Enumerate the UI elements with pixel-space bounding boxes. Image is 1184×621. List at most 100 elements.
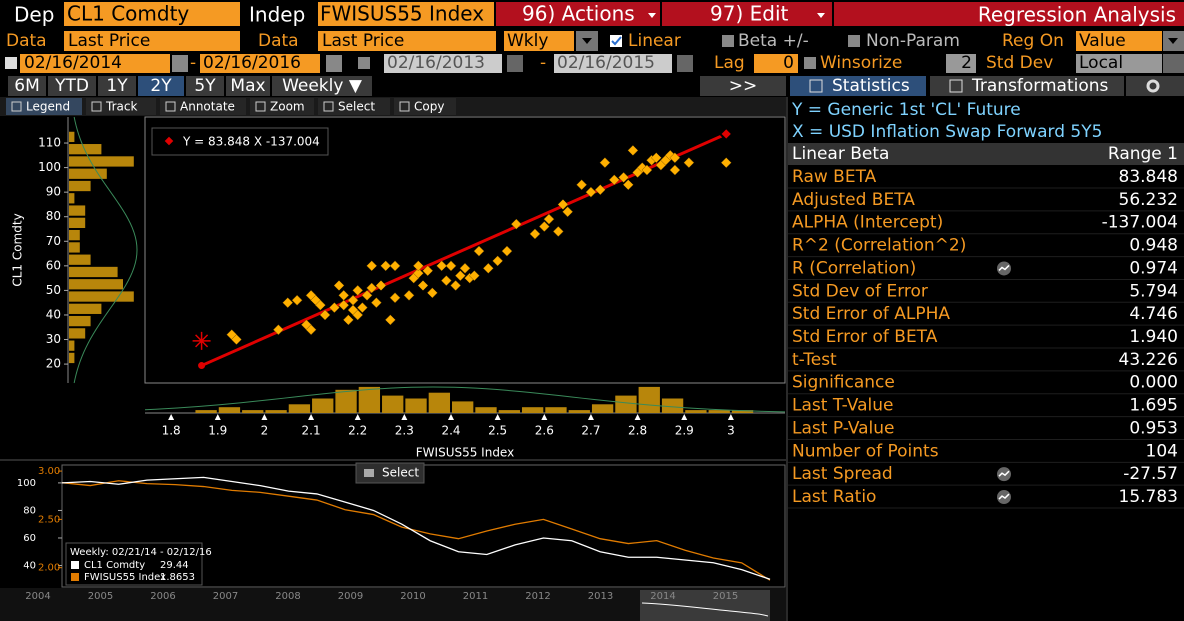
checkbox[interactable]: [5, 57, 17, 69]
field[interactable]: [64, 31, 240, 51]
x-tick: [308, 414, 315, 420]
reg-on[interactable]: Value: [1079, 31, 1126, 51]
y-tick-label: 30: [46, 332, 61, 346]
y-hist-bar: [69, 193, 75, 204]
tool-icon: [11, 101, 22, 112]
indep-field-value[interactable]: Last Price: [322, 31, 404, 51]
period-button[interactable]: [186, 76, 224, 96]
tool-icon: [255, 101, 266, 112]
calendar-icon[interactable]: [677, 55, 693, 72]
tool-label[interactable]: Annotate: [180, 100, 235, 114]
method[interactable]: Local: [1079, 53, 1123, 73]
period-button[interactable]: [272, 76, 372, 96]
select-button[interactable]: [355, 462, 425, 484]
end-date[interactable]: 02/16/2016: [203, 53, 301, 73]
scatter-point: [357, 302, 368, 313]
indep-field[interactable]: [318, 2, 494, 26]
x-hist-bar: [195, 410, 217, 413]
period-label[interactable]: Weekly ▼: [282, 76, 363, 96]
y-tick-label: 100: [38, 160, 61, 174]
x-tick: [448, 414, 455, 420]
period-label[interactable]: Max: [230, 76, 265, 96]
period-button[interactable]: [226, 76, 270, 96]
tool-button[interactable]: [86, 98, 156, 115]
checkbox[interactable]: [358, 57, 370, 69]
edit-label[interactable]: 97) Edit: [710, 2, 788, 26]
checkbox[interactable]: [722, 35, 734, 47]
tool-label[interactable]: Copy: [414, 100, 444, 114]
more-label[interactable]: >>: [729, 76, 758, 96]
tab-label[interactable]: Statistics: [832, 76, 910, 96]
calendar-icon[interactable]: [172, 55, 188, 72]
dropdown-arrow: [582, 38, 592, 44]
field[interactable]: [946, 54, 976, 73]
edit-button[interactable]: [662, 2, 832, 26]
period-label[interactable]: 1Y: [106, 76, 128, 96]
x-hist-bar: [685, 410, 707, 413]
tool-button[interactable]: [250, 98, 314, 115]
actions-label[interactable]: 96) Actions: [522, 2, 635, 26]
x-hist-bar: [475, 407, 497, 413]
field[interactable]: [200, 54, 320, 73]
dep-field[interactable]: [64, 2, 240, 26]
field[interactable]: [554, 54, 672, 73]
period-label[interactable]: 5Y: [194, 76, 216, 96]
period-button[interactable]: [8, 76, 46, 96]
lag-value[interactable]: 0: [783, 53, 794, 73]
tool-label[interactable]: Legend: [26, 100, 70, 114]
field[interactable]: [384, 54, 502, 73]
tab-label[interactable]: Transformations: [971, 76, 1109, 96]
stat-value: 15.783: [1119, 487, 1178, 507]
end-date-2[interactable]: 02/16/2015: [557, 53, 655, 73]
tool-icon: [323, 101, 334, 112]
checkbox[interactable]: [804, 57, 816, 69]
calendar-icon[interactable]: [326, 55, 342, 72]
frequency[interactable]: Wkly: [507, 31, 548, 51]
scatter-point: [380, 260, 392, 272]
stat-value: 0.000: [1129, 373, 1178, 393]
calendar-icon[interactable]: [507, 55, 523, 72]
tool-label[interactable]: Zoom: [270, 100, 305, 114]
y-tick-label: 20: [46, 357, 61, 371]
dep-value[interactable]: CL1 Comdty: [67, 2, 189, 26]
period-label[interactable]: YTD: [54, 76, 89, 96]
scatter-point: [599, 157, 611, 169]
overview-window[interactable]: [640, 590, 770, 621]
stat-value: 1.695: [1129, 396, 1178, 416]
select-label[interactable]: Select: [382, 466, 419, 480]
stat-value: 4.746: [1129, 304, 1178, 324]
field[interactable]: [1076, 31, 1162, 51]
period-button[interactable]: [48, 76, 96, 96]
actions-button[interactable]: [496, 2, 660, 26]
period-button[interactable]: [98, 76, 136, 96]
dep-field-value[interactable]: Last Price: [68, 31, 150, 51]
more-button[interactable]: [700, 76, 786, 96]
x-hist-bar: [288, 404, 311, 413]
settings-button[interactable]: [1126, 76, 1184, 96]
indep-value[interactable]: FWISUS55 Index: [320, 2, 484, 26]
tool-button[interactable]: [6, 98, 82, 115]
period-label[interactable]: 6M: [14, 76, 39, 96]
stat-value: 43.226: [1119, 350, 1178, 370]
tool-button[interactable]: [318, 98, 390, 115]
field[interactable]: [318, 31, 496, 51]
x-tick: [681, 414, 688, 420]
std-dev-count[interactable]: 2: [961, 53, 972, 73]
period-label[interactable]: 2Y: [150, 76, 172, 96]
field[interactable]: [20, 54, 170, 73]
checkbox[interactable]: [848, 35, 860, 47]
tool-label[interactable]: Select: [338, 100, 375, 114]
x-tick: [587, 414, 594, 420]
tool-button[interactable]: [160, 98, 246, 115]
dropdown[interactable]: [1163, 54, 1184, 73]
period-button[interactable]: [138, 76, 184, 96]
start-date[interactable]: 02/16/2014: [24, 53, 122, 73]
equation-marker: [163, 135, 175, 147]
field[interactable]: [754, 54, 798, 73]
tool-label[interactable]: Track: [105, 100, 137, 114]
tab[interactable]: [790, 76, 926, 96]
field[interactable]: [504, 31, 574, 51]
field[interactable]: [1076, 54, 1162, 73]
start-date-2[interactable]: 02/16/2013: [387, 53, 485, 73]
tab[interactable]: [930, 76, 1124, 96]
